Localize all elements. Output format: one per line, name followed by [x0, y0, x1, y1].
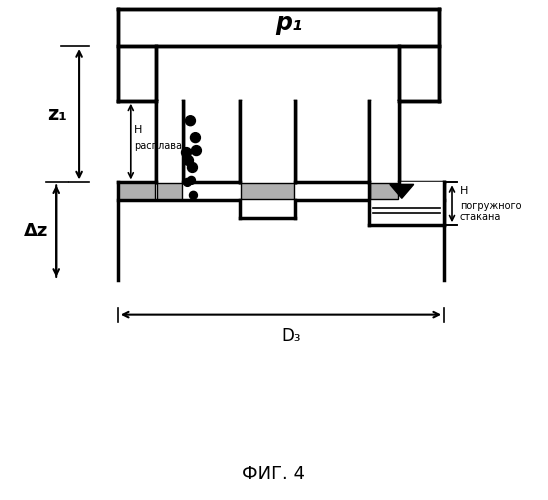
Text: H: H: [134, 125, 142, 135]
Circle shape: [191, 132, 201, 142]
Text: стакана: стакана: [460, 212, 501, 222]
Circle shape: [191, 146, 202, 156]
Bar: [119, 184, 155, 200]
Bar: [157, 184, 181, 200]
Polygon shape: [390, 184, 414, 198]
Text: p₁: p₁: [275, 11, 302, 35]
Text: Δz: Δz: [24, 222, 49, 240]
Circle shape: [190, 192, 197, 200]
Circle shape: [185, 116, 196, 126]
Text: ФИГ. 4: ФИГ. 4: [243, 465, 305, 483]
Circle shape: [184, 156, 193, 166]
Text: погружного: погружного: [460, 201, 522, 211]
Text: H: H: [460, 186, 469, 196]
Circle shape: [187, 176, 196, 184]
Bar: [370, 184, 398, 200]
Bar: [241, 184, 294, 200]
Text: расплава: расплава: [134, 141, 182, 151]
Text: D₃: D₃: [281, 326, 301, 344]
Circle shape: [181, 148, 191, 158]
Circle shape: [184, 178, 191, 186]
Circle shape: [187, 162, 197, 172]
Text: z₁: z₁: [47, 105, 67, 124]
